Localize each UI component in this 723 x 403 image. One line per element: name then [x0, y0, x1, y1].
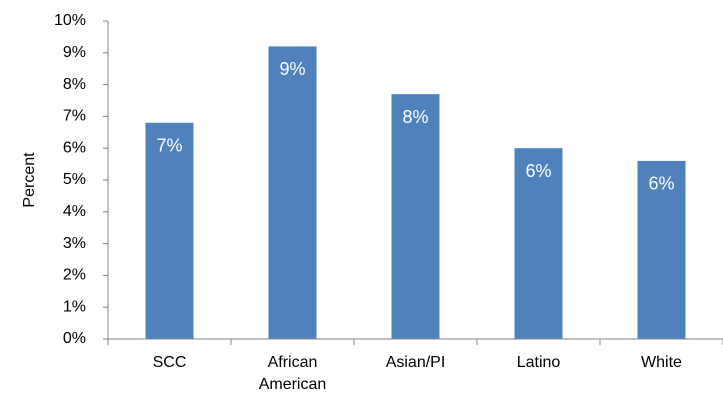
data-label: 9% — [279, 59, 305, 79]
x-tick-label: Asian/PI — [385, 354, 446, 371]
y-tick-label: 10% — [54, 12, 86, 29]
y-tick-label: 9% — [63, 44, 86, 61]
bar — [391, 94, 440, 339]
data-label: 6% — [525, 161, 551, 181]
data-label: 7% — [156, 136, 182, 156]
y-axis-label: Percent — [21, 152, 38, 208]
bar — [268, 46, 317, 339]
y-tick-label: 2% — [63, 267, 86, 284]
x-tick-label: Latino — [516, 354, 561, 371]
y-tick-label: 1% — [63, 298, 86, 315]
y-tick-label: 5% — [63, 171, 86, 188]
bar — [514, 148, 563, 339]
y-tick-label: 8% — [63, 76, 86, 93]
y-tick-label: 7% — [63, 108, 86, 125]
bar — [637, 160, 686, 339]
x-tick-label: African American — [258, 354, 327, 393]
x-tick-label: SCC — [152, 354, 187, 371]
y-tick-label: 0% — [63, 330, 86, 347]
y-tick-label: 6% — [63, 139, 86, 156]
x-tick-label: White — [641, 354, 682, 371]
data-label: 6% — [648, 174, 674, 194]
data-label: 8% — [402, 107, 428, 127]
y-tick-label: 3% — [63, 235, 86, 252]
bar — [145, 122, 194, 339]
y-tick-label: 4% — [63, 203, 86, 220]
